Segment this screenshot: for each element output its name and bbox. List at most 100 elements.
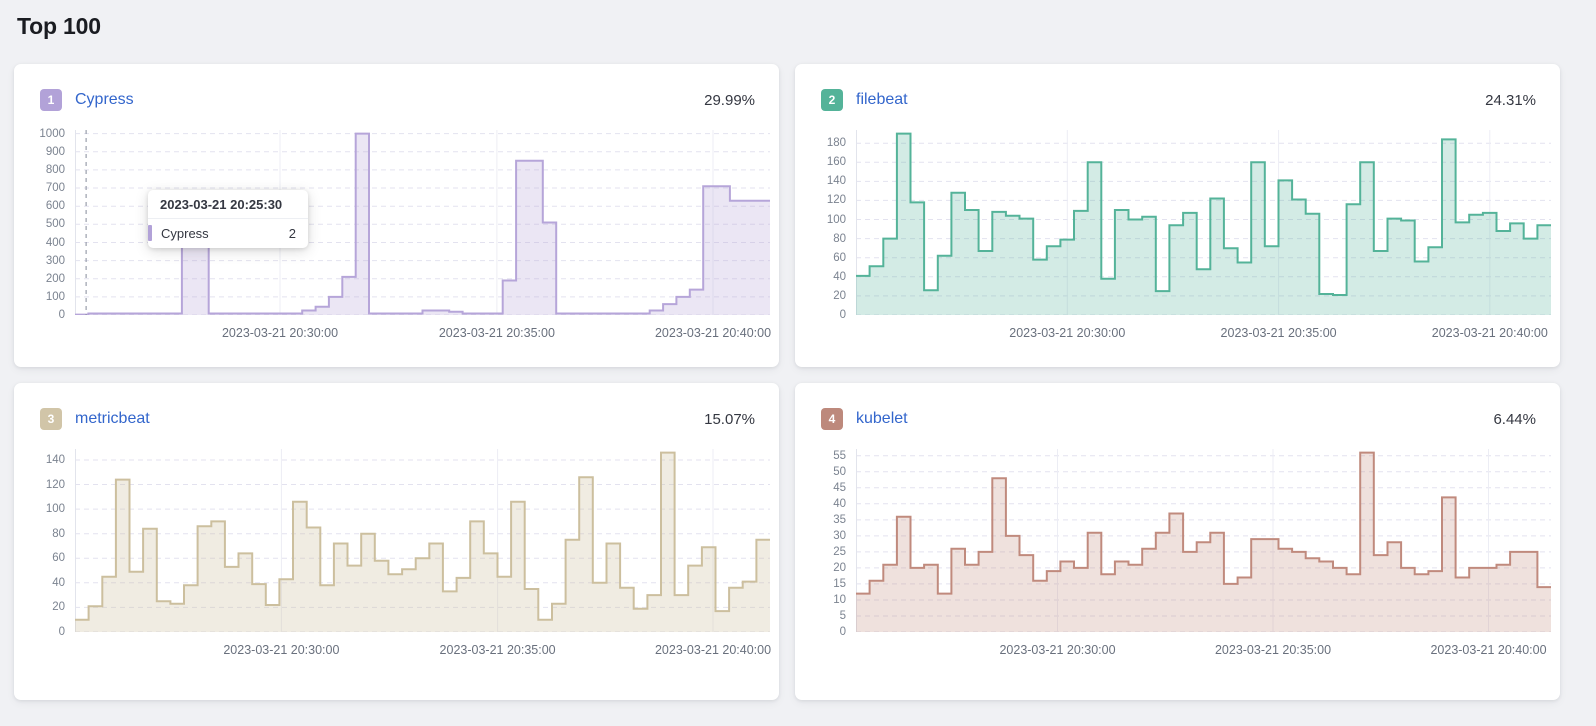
- x-axis: 2023-03-21 20:30:00 2023-03-21 20:35:00 20…: [75, 315, 772, 343]
- y-axis-label: 400: [45, 236, 65, 249]
- panels-grid: 1 Cypress 29.99% 0 100 200 300 400 500 600 700 8…: [14, 64, 1560, 700]
- tooltip-series-label: Cypress: [161, 225, 209, 241]
- chart-svg: [856, 130, 1551, 316]
- series-link-cypress[interactable]: Cypress: [75, 91, 134, 108]
- panel-metricbeat: 3 metricbeat 15.07% 0 20 40 60 80 100 120 140 20…: [14, 383, 779, 700]
- plot-area[interactable]: [856, 130, 1551, 316]
- x-axis-label: 2023-03-21 20:35:00: [438, 326, 555, 340]
- chart-cypress[interactable]: 0 100 200 300 400 500 600 700 800 900 1000 2023-03-…: [39, 127, 772, 343]
- y-axis-label: 200: [45, 272, 65, 285]
- y-axis-label: 140: [826, 175, 846, 188]
- y-axis-label: 0: [839, 626, 846, 638]
- y-axis: 0 5 10 15 20 25 30 35 40 45 50 55: [821, 449, 856, 638]
- y-axis-label: 25: [833, 545, 846, 558]
- x-axis-label: 2023-03-21 20:35:00: [1214, 643, 1332, 657]
- panel-kubelet: 4 kubelet 6.44% 0 5 10 15 20 25 30 35 40 45 50 55 20…: [795, 383, 1560, 700]
- y-axis-label: 100: [45, 290, 65, 303]
- y-axis-label: 700: [45, 182, 65, 194]
- chart-tooltip: 2023-03-21 20:25:30 Cypress 2: [148, 190, 308, 248]
- y-axis-label: 40: [833, 270, 846, 283]
- y-axis-label: 80: [52, 527, 65, 540]
- y-axis-label: 20: [833, 289, 846, 302]
- page-title: Top 100: [17, 13, 101, 39]
- x-axis: 2023-03-21 20:30:00 2023-03-21 20:35:00 20…: [856, 315, 1551, 343]
- y-axis-label: 45: [833, 481, 846, 494]
- y-axis-label: 1000: [39, 127, 65, 140]
- y-axis-label: 0: [58, 309, 65, 321]
- chart-kubelet[interactable]: 0 5 10 15 20 25 30 35 40 45 50 55 2023-03-21 20:30:0…: [821, 449, 1551, 660]
- y-axis-label: 15: [833, 577, 846, 590]
- chart-filebeat[interactable]: 0 20 40 60 80 100 120 140 160 180 2023-03-21 20:30…: [821, 130, 1551, 343]
- chart-svg: [856, 449, 1551, 633]
- percentage-value: 29.99%: [704, 91, 755, 109]
- series-link-metricbeat[interactable]: metricbeat: [75, 410, 150, 427]
- panel-filebeat: 2 filebeat 24.31% 0 20 40 60 80 100 120 140 160 1…: [795, 64, 1560, 367]
- y-axis-label: 120: [45, 478, 65, 491]
- y-axis-label: 5: [839, 610, 846, 622]
- x-axis-label: 2023-03-21 20:30:00: [1009, 326, 1126, 340]
- y-axis-label: 100: [826, 213, 846, 226]
- y-axis-label: 20: [52, 601, 65, 614]
- panel-header: 2 filebeat 24.31%: [821, 88, 1536, 112]
- y-axis-label: 20: [833, 561, 846, 574]
- panel-header: 4 kubelet 6.44%: [821, 407, 1536, 431]
- x-axis-label: 2023-03-21 20:40:00: [1430, 643, 1547, 657]
- y-axis-label: 600: [45, 200, 65, 213]
- x-axis-label: 2023-03-21 20:35:00: [439, 643, 556, 657]
- tooltip-series-value: 2: [288, 225, 296, 241]
- rank-badge: 1: [40, 89, 62, 111]
- y-axis-label: 120: [826, 194, 846, 207]
- y-axis: 0 20 40 60 80 100 120 140 160 180: [821, 130, 856, 321]
- x-axis: 2023-03-21 20:30:00 2023-03-21 20:35:00 20…: [75, 632, 772, 660]
- x-axis-label: 2023-03-21 20:30:00: [223, 643, 340, 657]
- y-axis-label: 0: [839, 309, 846, 321]
- panel-cypress: 1 Cypress 29.99% 0 100 200 300 400 500 600 700 8…: [14, 64, 779, 367]
- y-axis-label: 80: [833, 232, 846, 245]
- percentage-value: 15.07%: [704, 410, 755, 428]
- y-axis-label: 0: [58, 626, 65, 638]
- panel-header: 3 metricbeat 15.07%: [40, 407, 755, 431]
- chart-metricbeat[interactable]: 0 20 40 60 80 100 120 140 2023-03-21 20:30:00 202…: [40, 449, 772, 660]
- y-axis-label: 55: [833, 449, 846, 462]
- plot-area[interactable]: [75, 449, 770, 633]
- y-axis-label: 40: [52, 576, 65, 589]
- x-axis: 2023-03-21 20:30:00 2023-03-21 20:35:00 20…: [856, 632, 1551, 660]
- y-axis-label: 100: [45, 503, 65, 516]
- y-axis-label: 40: [833, 497, 846, 510]
- series-link-filebeat[interactable]: filebeat: [856, 91, 908, 108]
- y-axis-label: 60: [833, 251, 846, 264]
- y-axis-label: 160: [826, 156, 846, 169]
- x-axis-label: 2023-03-21 20:40:00: [654, 326, 772, 340]
- series-link-kubelet[interactable]: kubelet: [856, 410, 908, 427]
- rank-badge: 2: [821, 89, 843, 111]
- chart-svg: [75, 449, 770, 633]
- y-axis-label: 180: [826, 137, 846, 150]
- x-axis-label: 2023-03-21 20:30:00: [221, 326, 339, 340]
- plot-area[interactable]: [75, 130, 770, 316]
- y-axis-label: 800: [45, 163, 65, 176]
- y-axis-label: 300: [45, 254, 65, 267]
- y-axis-label: 900: [45, 145, 65, 158]
- y-axis-label: 60: [52, 552, 65, 565]
- x-axis-label: 2023-03-21 20:40:00: [654, 643, 772, 657]
- tooltip-series-marker: [148, 225, 152, 241]
- y-axis-label: 30: [833, 529, 846, 542]
- x-axis-label: 2023-03-21 20:40:00: [1431, 326, 1548, 340]
- y-axis: 0 100 200 300 400 500 600 700 800 900 1000: [39, 127, 75, 321]
- y-axis: 0 20 40 60 80 100 120 140: [40, 449, 75, 638]
- y-axis-label: 140: [45, 454, 65, 466]
- tooltip-row: Cypress 2: [148, 219, 308, 248]
- y-axis-label: 10: [833, 594, 846, 606]
- tooltip-time: 2023-03-21 20:25:30: [148, 190, 308, 219]
- x-axis-label: 2023-03-21 20:35:00: [1220, 326, 1337, 340]
- y-axis-label: 50: [833, 465, 846, 478]
- plot-area[interactable]: [856, 449, 1551, 633]
- y-axis-label: 500: [45, 218, 65, 231]
- panel-header: 1 Cypress 29.99%: [40, 88, 755, 112]
- y-axis-label: 35: [833, 513, 846, 526]
- dashboard-page: Top 100 1 Cypress 29.99% 0 100 200 300 400 50…: [0, 13, 1596, 700]
- rank-badge: 4: [821, 408, 843, 430]
- percentage-value: 24.31%: [1485, 91, 1536, 109]
- rank-badge: 3: [40, 408, 62, 430]
- chart-svg: [75, 130, 770, 316]
